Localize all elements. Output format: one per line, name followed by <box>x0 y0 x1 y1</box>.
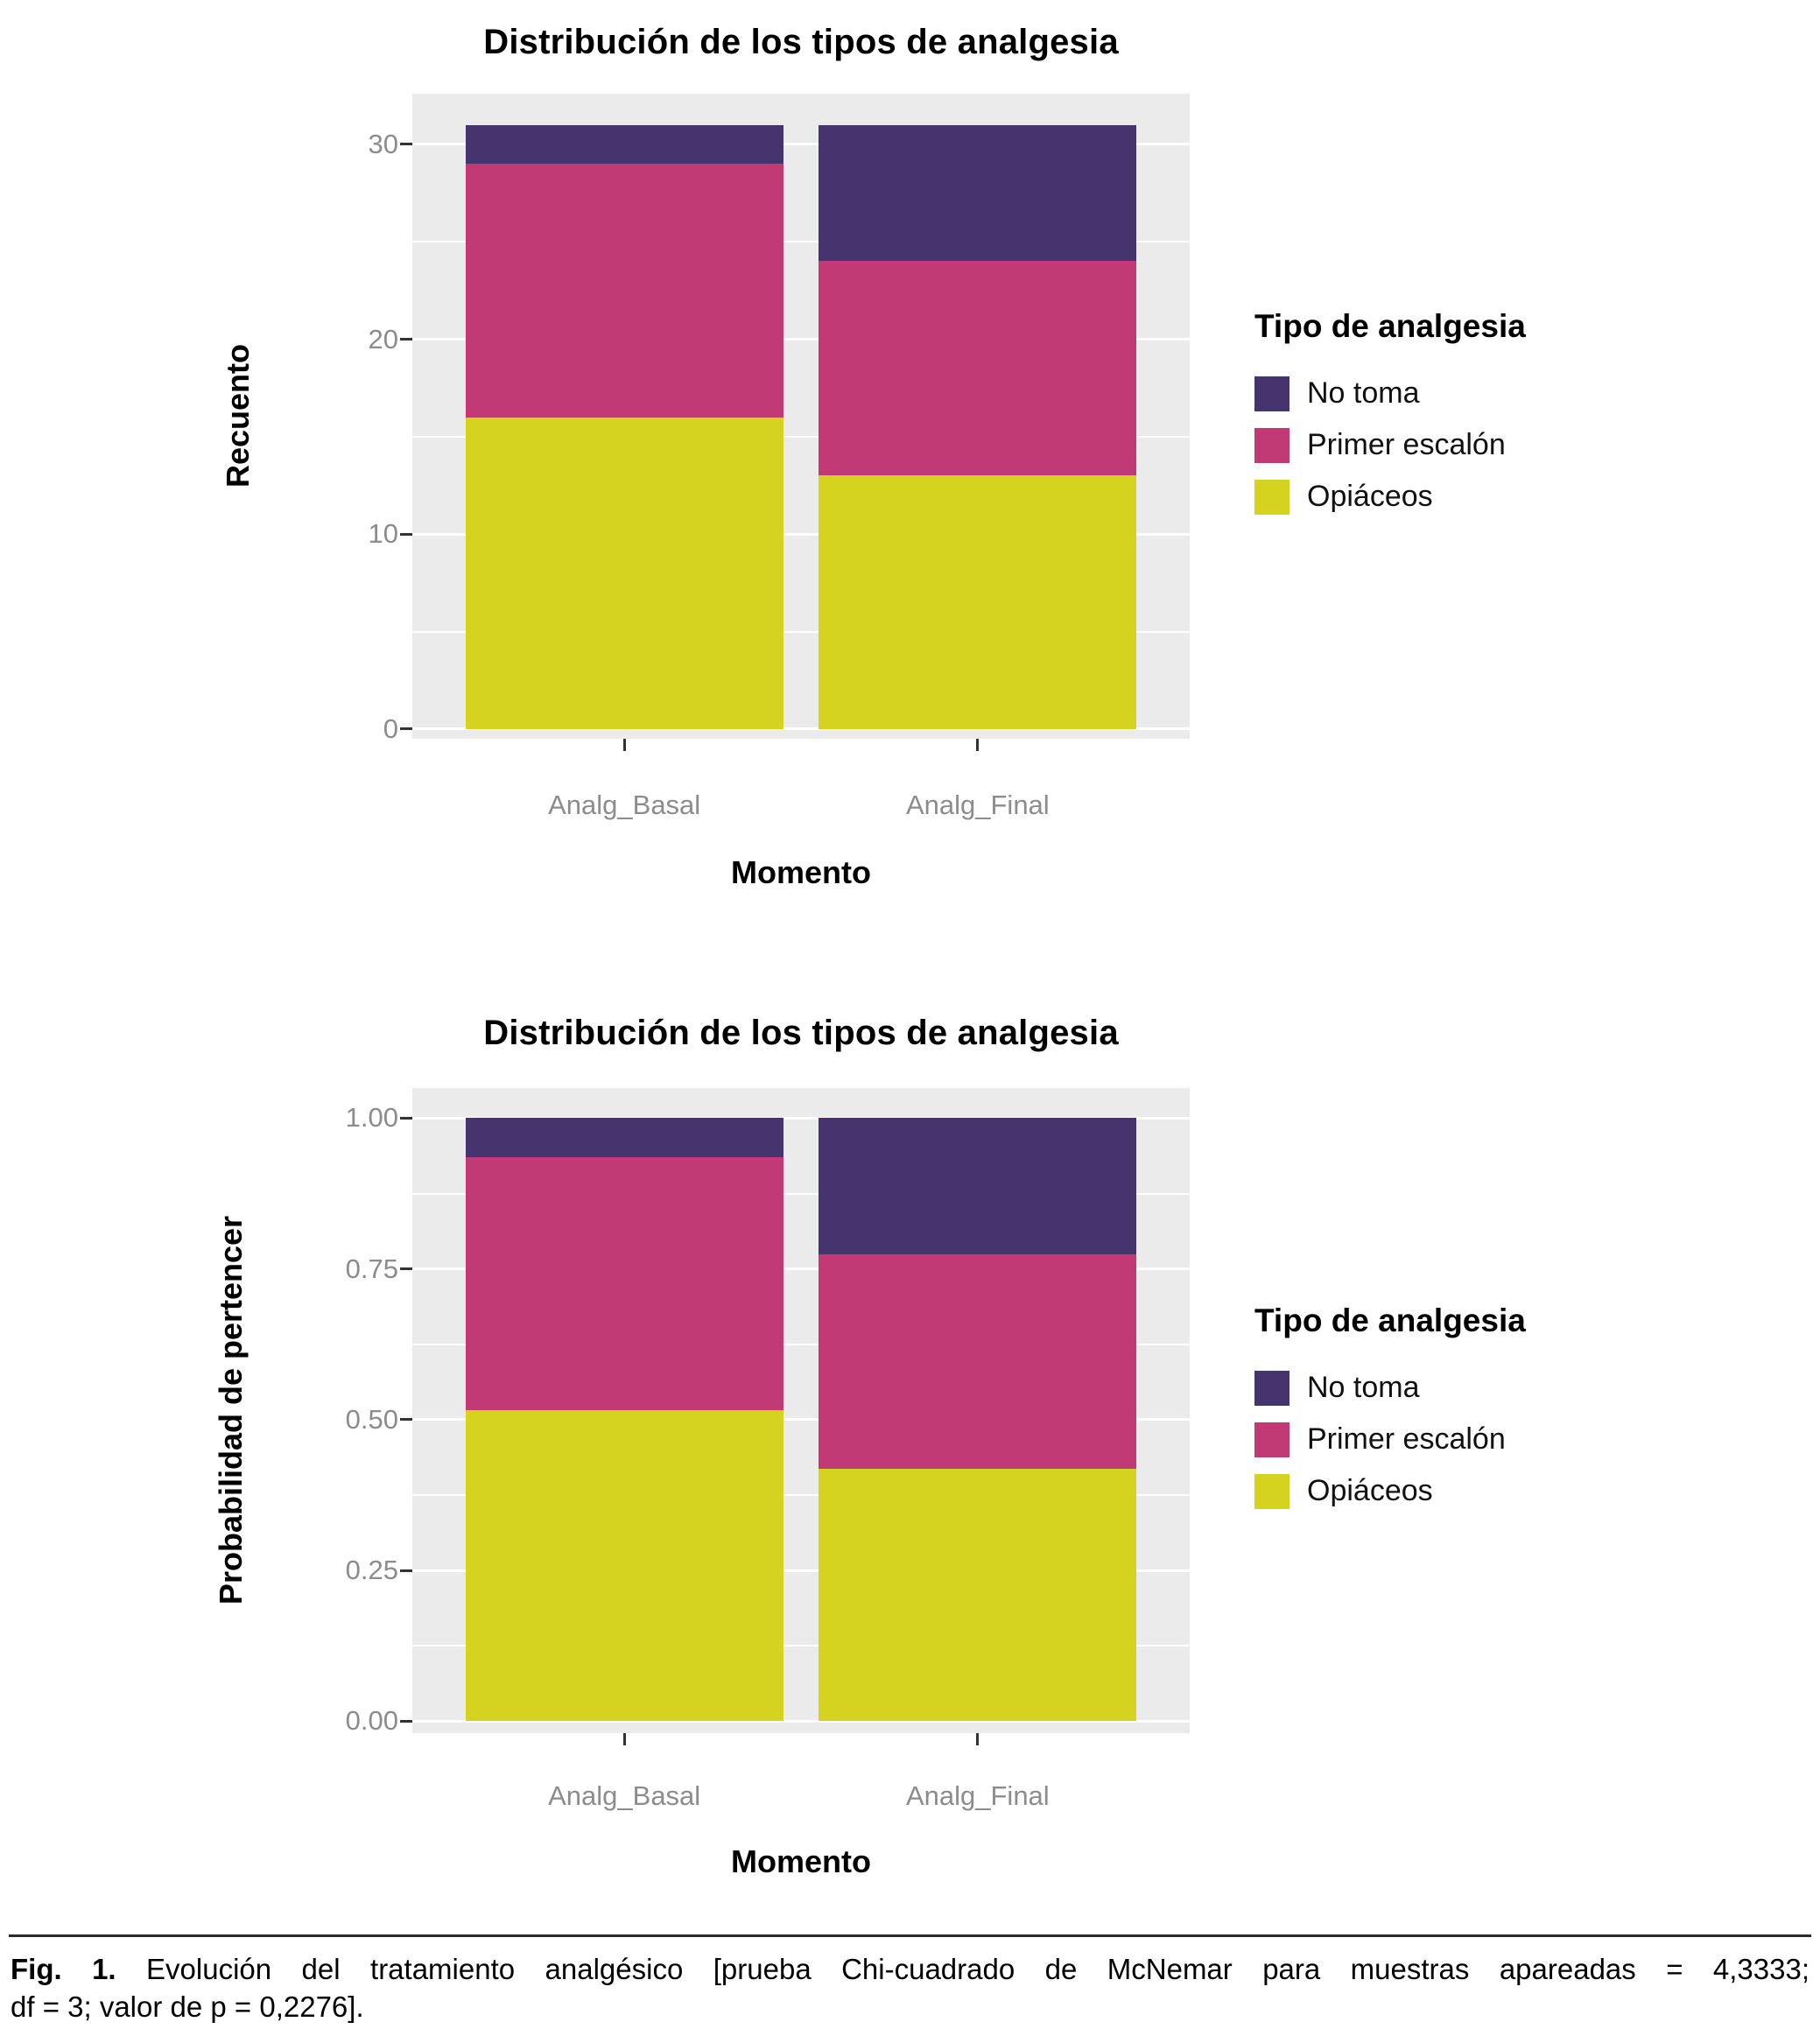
caption-text-2: df = 3; valor de p = 0,2276]. <box>11 1990 364 2023</box>
y-axis-tick <box>400 143 412 146</box>
legend-item-label: Opiáceos <box>1307 1474 1433 1507</box>
caption-line-2: df = 3; valor de p = 0,2276]. <box>11 1988 1809 2025</box>
bar-segment-primer-escalon <box>819 1254 1137 1469</box>
y-tick-label: 1.00 <box>345 1102 398 1134</box>
y-tick-label: 0.75 <box>345 1253 398 1284</box>
plot-panel <box>412 1088 1190 1733</box>
chart-title: Distribución de los tipos de analgesia <box>483 1014 1119 1052</box>
legend-title: Tipo de analgesia <box>1254 308 1526 344</box>
legend-item: Opiáceos <box>1254 1465 1526 1517</box>
y-axis-tick <box>400 727 412 731</box>
x-axis-tick <box>622 739 626 751</box>
caption-fig-label: Fig. 1. <box>11 1953 116 1985</box>
x-axis-label: Momento <box>731 854 871 890</box>
legend-item: Primer escalón <box>1254 1414 1526 1465</box>
x-axis-label: Momento <box>731 1843 871 1879</box>
y-axis-label: Probabilidad de pertencer <box>213 1215 249 1605</box>
bar-segment-no-toma <box>819 124 1137 262</box>
x-axis-tick <box>976 739 980 751</box>
gridline-minor <box>412 630 1190 633</box>
bar-segment-opiaceos <box>465 1409 784 1722</box>
gridline-minor <box>412 1645 1190 1647</box>
bar-segment-opiaceos <box>819 475 1137 729</box>
y-axis-tick <box>400 1569 412 1572</box>
y-tick-label: 0.25 <box>345 1555 398 1586</box>
legend-item: Primer escalón <box>1254 419 1526 471</box>
gridline-major <box>412 338 1190 341</box>
bar-segment-opiaceos <box>465 417 784 729</box>
gridline-minor <box>412 1493 1190 1496</box>
legend-item: No toma <box>1254 1362 1526 1414</box>
bar-segment-primer-escalon <box>465 1157 784 1410</box>
legend-item-label: Primer escalón <box>1307 428 1506 461</box>
y-axis-tick <box>400 1267 412 1271</box>
gridline-minor <box>412 1343 1190 1345</box>
y-axis-tick <box>400 532 412 536</box>
gridline-minor <box>412 241 1190 243</box>
legend-item-label: No toma <box>1307 1371 1420 1404</box>
y-tick-label: 30 <box>368 128 398 159</box>
gridline-minor <box>412 435 1190 438</box>
y-axis-tick <box>400 1719 412 1723</box>
legend: Tipo de analgesia No toma Primer escalón… <box>1254 1302 1526 1517</box>
y-tick-label: 20 <box>368 323 398 355</box>
gridline-major <box>412 1418 1190 1422</box>
bar-segment-primer-escalon <box>465 164 784 418</box>
gridline-major <box>412 532 1190 536</box>
y-axis-tick <box>400 338 412 341</box>
y-tick-label: 0.50 <box>345 1403 398 1435</box>
plot-panel <box>412 94 1190 739</box>
caption-text-1: Evolución del tratamiento analgésico [pr… <box>146 1953 1810 1985</box>
caption-divider <box>9 1934 1811 1937</box>
gridline-major <box>412 1569 1190 1572</box>
legend-swatch-no-toma <box>1254 1370 1289 1406</box>
legend-item: Opiáceos <box>1254 471 1526 523</box>
y-tick-label: 10 <box>368 518 398 550</box>
bar-segment-no-toma <box>465 124 784 165</box>
legend-swatch-opiaceos <box>1254 1473 1289 1509</box>
gridline-major <box>412 1116 1190 1120</box>
y-tick-label: 0.00 <box>345 1705 398 1737</box>
y-axis-tick <box>400 1418 412 1422</box>
legend-swatch-primer-escalon <box>1254 1422 1289 1457</box>
bar-segment-primer-escalon <box>819 261 1137 476</box>
x-tick-label: Analg_Basal <box>548 1780 701 1811</box>
bar-segment-no-toma <box>819 1118 1137 1255</box>
legend-swatch-no-toma <box>1254 376 1289 411</box>
legend-swatch-primer-escalon <box>1254 427 1289 463</box>
figure-caption: Fig. 1. Evolución del tratamiento analgé… <box>11 1950 1809 2025</box>
y-tick-label: 0 <box>383 713 398 744</box>
x-axis-tick <box>622 1733 626 1745</box>
gridline-major <box>412 727 1190 731</box>
gridline-minor <box>412 1192 1190 1195</box>
chart-title: Distribución de los tipos de analgesia <box>483 23 1119 61</box>
legend-swatch-opiaceos <box>1254 479 1289 515</box>
legend-item-label: No toma <box>1307 376 1420 410</box>
caption-line-1: Fig. 1. Evolución del tratamiento analgé… <box>11 1950 1809 1988</box>
gridline-major <box>412 1267 1190 1271</box>
bar-segment-opiaceos <box>819 1468 1137 1722</box>
y-axis-tick <box>400 1116 412 1120</box>
legend-item-label: Primer escalón <box>1307 1422 1506 1456</box>
x-tick-label: Analg_Final <box>905 790 1050 820</box>
legend-item-label: Opiáceos <box>1307 480 1433 513</box>
legend: Tipo de analgesia No toma Primer escalón… <box>1254 308 1526 523</box>
legend-title: Tipo de analgesia <box>1254 1302 1526 1338</box>
gridline-major <box>412 1719 1190 1723</box>
x-axis-tick <box>976 1733 980 1745</box>
gridline-major <box>412 143 1190 146</box>
legend-item: No toma <box>1254 368 1526 419</box>
x-tick-label: Analg_Final <box>905 1780 1050 1811</box>
x-tick-label: Analg_Basal <box>548 790 701 820</box>
bar-segment-no-toma <box>465 1118 784 1158</box>
